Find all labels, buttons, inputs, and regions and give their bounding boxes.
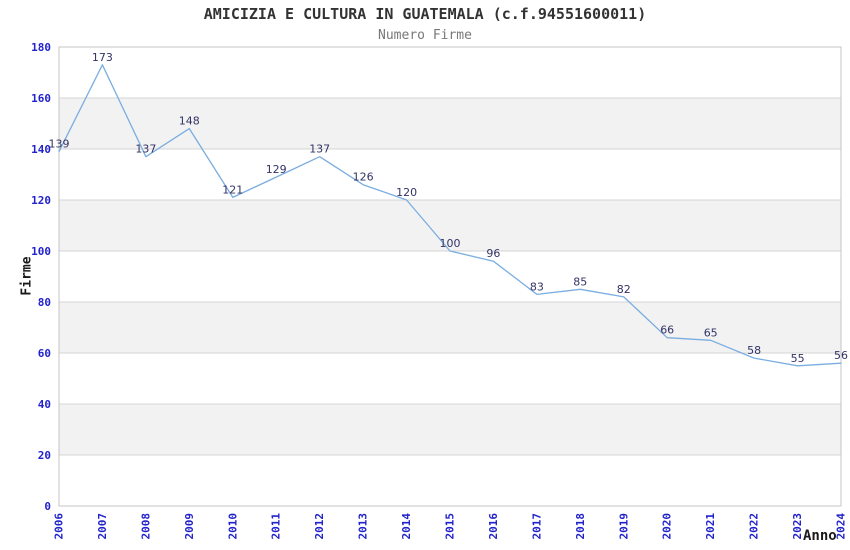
x-tick-label: 2020 [661, 513, 674, 540]
x-tick-label: 2006 [53, 513, 66, 540]
data-label: 83 [530, 280, 544, 293]
data-label: 65 [704, 326, 718, 339]
x-tick-label: 2019 [617, 513, 630, 540]
data-label: 137 [135, 143, 156, 156]
data-label: 129 [266, 163, 287, 176]
x-tick-label: 2010 [226, 513, 239, 540]
x-tick-label: 2007 [96, 513, 109, 540]
plot-band [59, 404, 841, 455]
y-tick-label: 160 [31, 92, 51, 105]
x-tick-label: 2023 [791, 513, 804, 540]
x-tick-label: 2024 [835, 513, 848, 540]
data-label: 55 [791, 352, 805, 365]
plot-band [59, 200, 841, 251]
y-tick-label: 0 [44, 500, 51, 513]
data-line [58, 64, 842, 367]
chart-subtitle: Numero Firme [378, 28, 472, 43]
x-tick-label: 2011 [270, 513, 283, 540]
y-tick-label: 100 [31, 245, 51, 258]
data-label: 121 [222, 183, 243, 196]
x-tick-label: 2018 [574, 513, 587, 540]
x-tick-label: 2013 [357, 513, 370, 540]
x-tick-label: 2009 [183, 513, 196, 540]
data-label: 139 [49, 138, 70, 151]
x-tick-label: 2008 [139, 513, 152, 540]
plot-border [58, 46, 842, 507]
x-tick-label: 2014 [400, 513, 413, 540]
y-tick-label: 180 [31, 41, 51, 54]
data-label: 82 [617, 283, 631, 296]
x-tick-label: 2017 [530, 513, 543, 540]
data-label: 85 [573, 275, 587, 288]
data-label: 58 [747, 344, 761, 357]
data-label: 120 [396, 186, 417, 199]
y-tick-label: 140 [31, 143, 51, 156]
y-tick-label: 20 [38, 449, 51, 462]
data-label: 66 [660, 324, 674, 337]
y-tick-label: 40 [38, 398, 51, 411]
data-label: 173 [92, 51, 113, 64]
data-label: 148 [179, 115, 200, 128]
x-axis-title: Anno [803, 528, 837, 544]
chart-title: AMICIZIA E CULTURA IN GUATEMALA (c.f.945… [203, 5, 647, 23]
y-tick-label: 80 [38, 296, 51, 309]
data-label: 56 [834, 349, 848, 362]
plot-band [59, 302, 841, 353]
x-tick-label: 2016 [487, 513, 500, 540]
y-tick-label: 120 [31, 194, 51, 207]
x-tick-label: 2015 [444, 513, 457, 540]
plot-band [59, 98, 841, 149]
x-tick-label: 2022 [748, 513, 761, 540]
data-label: 126 [353, 171, 374, 184]
x-tick-label: 2021 [704, 513, 717, 540]
y-tick-label: 60 [38, 347, 51, 360]
data-label: 96 [486, 247, 500, 260]
data-label: 137 [309, 143, 330, 156]
x-tick-label: 2012 [313, 513, 326, 540]
data-label: 100 [440, 237, 461, 250]
